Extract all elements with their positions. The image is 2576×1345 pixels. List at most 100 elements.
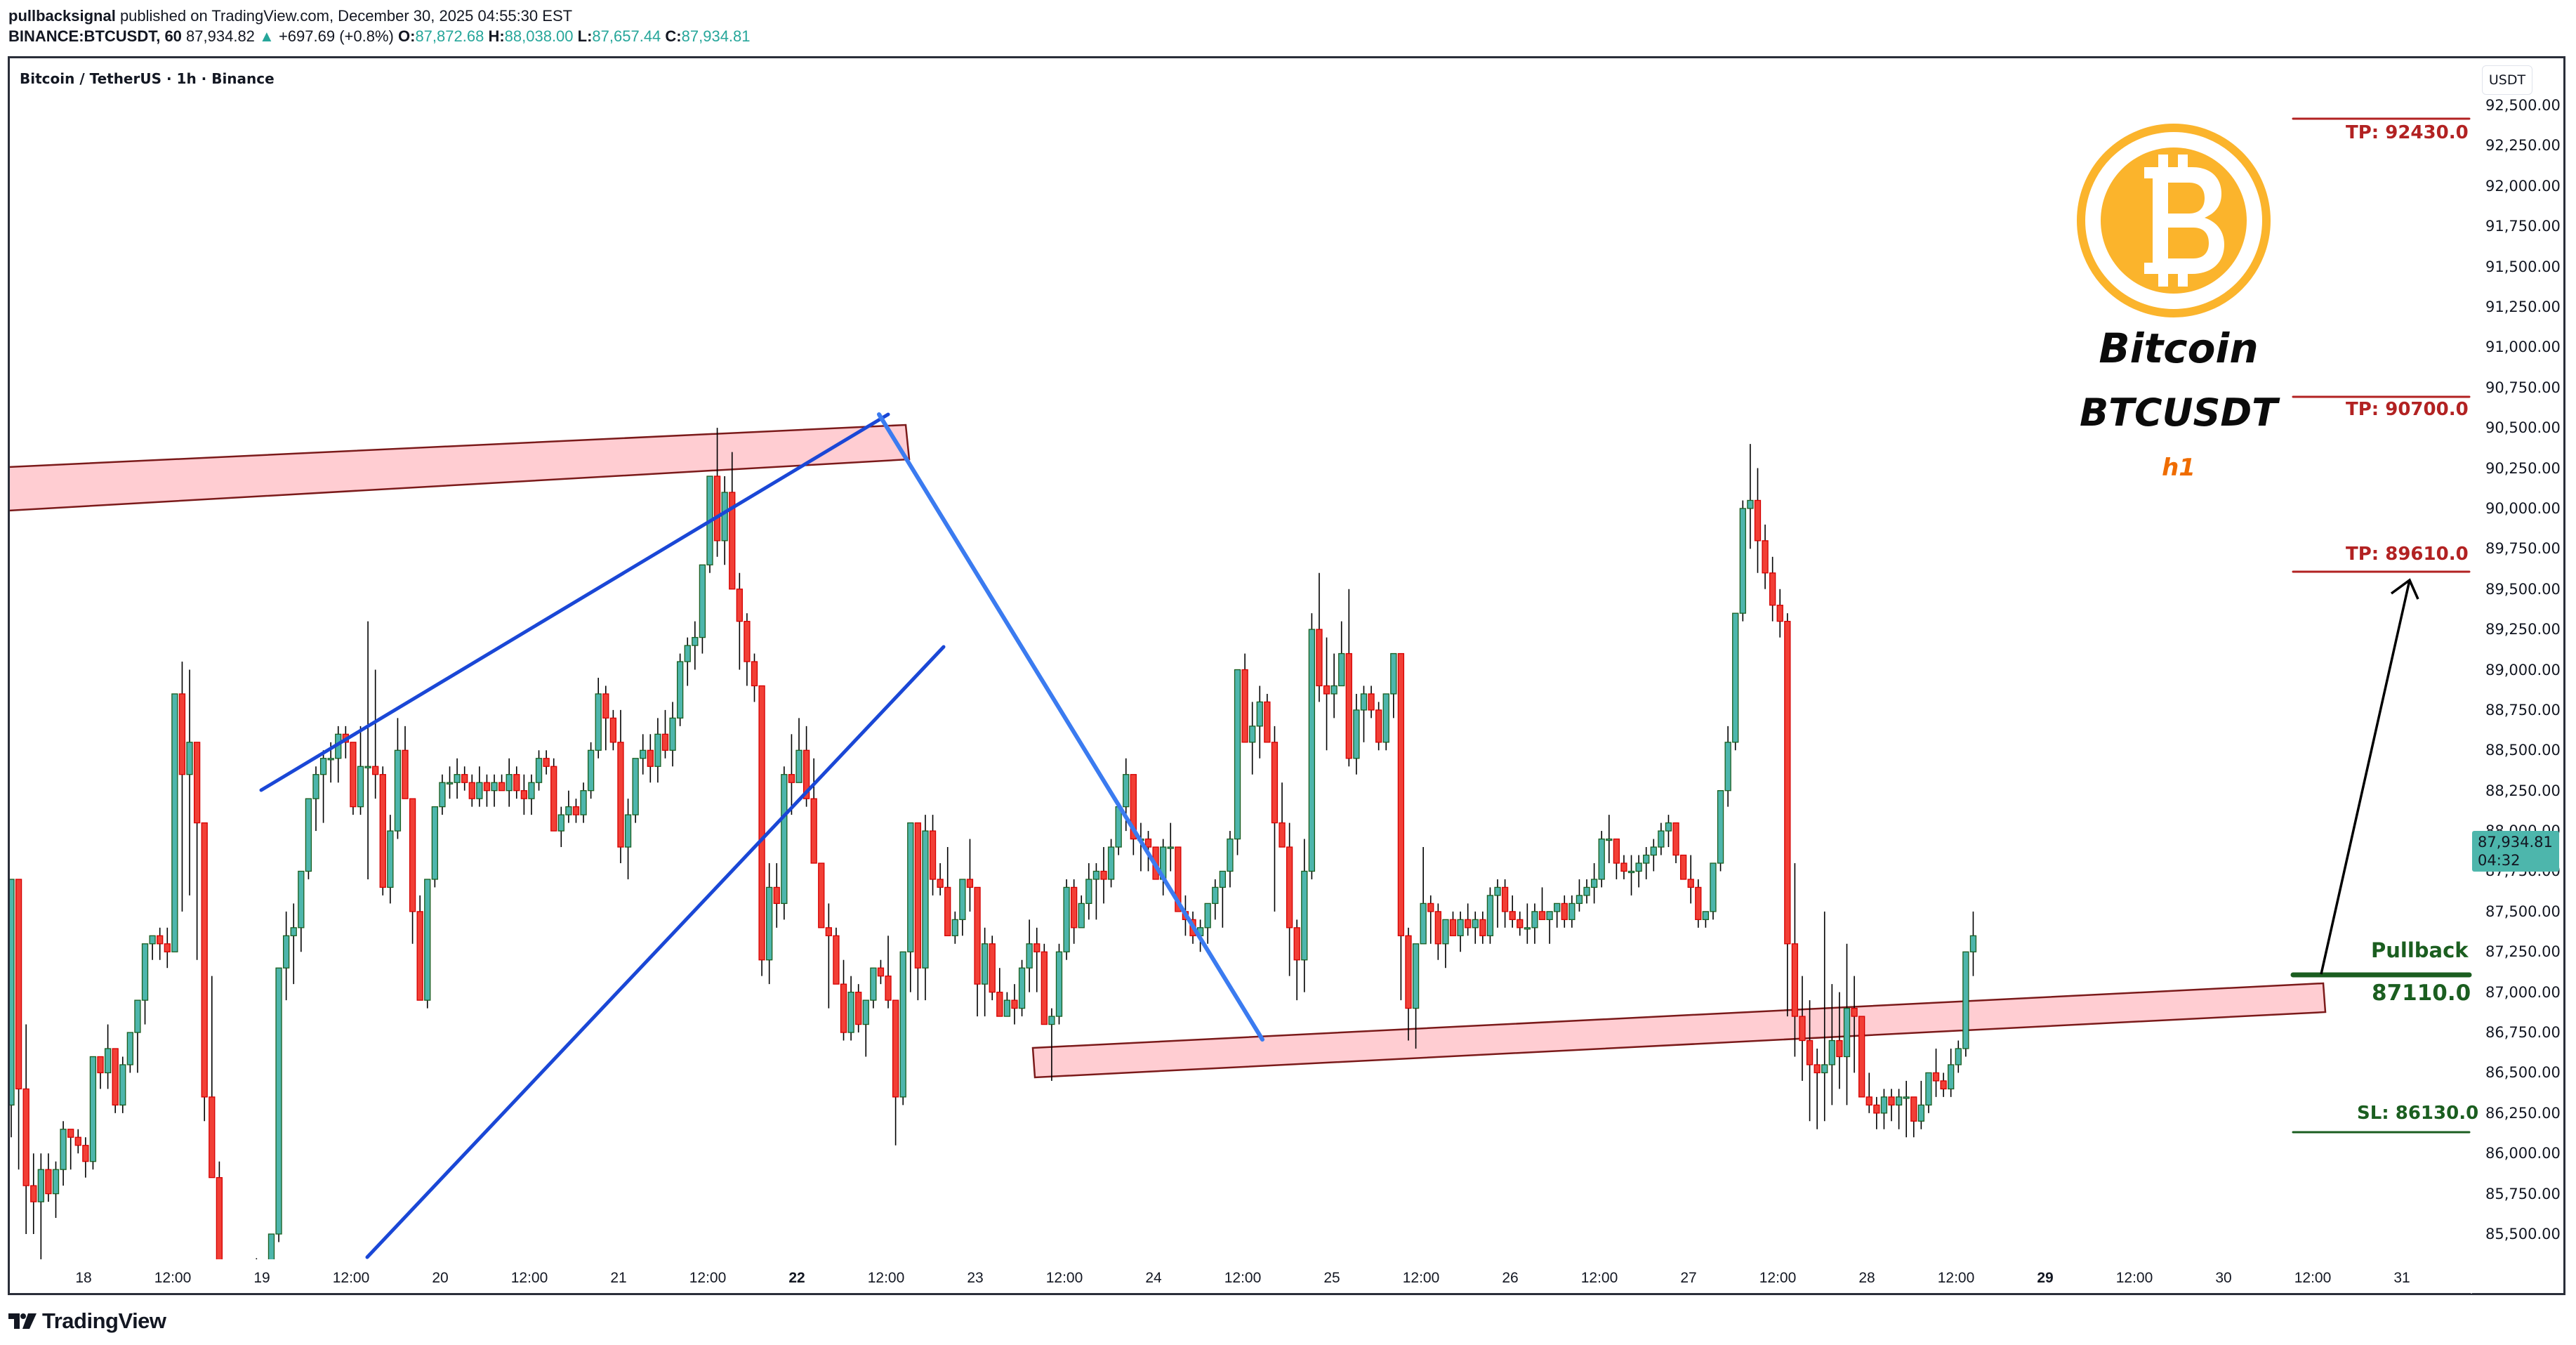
candle-up xyxy=(239,1290,244,1292)
candle-down xyxy=(224,1282,230,1299)
price-tick-label: 89,750.00 xyxy=(2485,540,2561,558)
candle-up xyxy=(305,798,312,872)
candle-up xyxy=(847,991,854,1033)
candle-down xyxy=(82,1145,89,1162)
tradingview-logo[interactable]: TradingView xyxy=(8,1308,166,1334)
candle-down xyxy=(1858,1016,1865,1098)
candle-down xyxy=(1465,919,1472,929)
time-tick-label: 12:00 xyxy=(867,1270,905,1286)
tp3-label: TP: 92430.0 xyxy=(2346,122,2469,143)
time-tick-label: 18 xyxy=(75,1270,92,1286)
candle-down xyxy=(914,822,922,969)
candle-up xyxy=(1486,895,1494,936)
price-tick-label: 92,500.00 xyxy=(2485,97,2561,114)
candle-up xyxy=(1828,1039,1835,1065)
candle-up xyxy=(10,879,15,1105)
wedge-lower-line xyxy=(365,645,946,1259)
candle-up xyxy=(677,661,684,719)
candle-up xyxy=(364,766,371,768)
author-name[interactable]: pullbacksignal xyxy=(8,7,116,25)
candle-up xyxy=(565,806,572,815)
candle-up xyxy=(387,830,394,888)
low-label: L: xyxy=(577,27,593,45)
price-tick-label: 87,000.00 xyxy=(2485,983,2561,1001)
time-tick-label: 31 xyxy=(2393,1270,2410,1286)
candle-down xyxy=(1241,669,1248,743)
candle-down xyxy=(30,1185,37,1202)
price-tick-label: 88,250.00 xyxy=(2485,782,2561,799)
candle-up xyxy=(454,774,461,783)
candle-up xyxy=(439,782,446,808)
candle-down xyxy=(758,685,765,961)
price-tick-label: 89,500.00 xyxy=(2485,580,2561,598)
chart-frame[interactable] xyxy=(8,56,2565,1295)
candle-down xyxy=(1375,709,1382,743)
price-tick-label: 86,000.00 xyxy=(2485,1145,2561,1162)
candle-down xyxy=(1873,1104,1880,1114)
candle-up xyxy=(557,814,564,832)
chart-title: Bitcoin / TetherUS · 1h · Binance xyxy=(20,70,275,87)
target-arrow-line xyxy=(2320,579,2411,975)
candle-down xyxy=(1940,1080,1947,1090)
candle-down xyxy=(1695,886,1702,920)
candle-down xyxy=(520,790,528,799)
candle-down xyxy=(1672,822,1679,856)
candle-up xyxy=(907,822,914,952)
candle-down xyxy=(1479,919,1486,936)
tp1-label: TP: 89610.0 xyxy=(2346,544,2469,565)
time-tick-label: 21 xyxy=(610,1270,627,1286)
candle-up xyxy=(119,1064,126,1105)
bitcoin-logo-icon xyxy=(2074,121,2273,320)
candle-up xyxy=(1457,919,1464,936)
candle-up xyxy=(1903,1096,1910,1099)
price-tick-label: 86,250.00 xyxy=(2485,1104,2561,1122)
currency-button[interactable]: USDT xyxy=(2482,65,2532,95)
time-tick-label: 27 xyxy=(1680,1270,1697,1286)
price-change: +697.69 (+0.8%) xyxy=(278,27,394,45)
candle-down xyxy=(1130,774,1137,840)
candle-down xyxy=(617,742,624,848)
candle-up xyxy=(1382,693,1389,743)
candle-down xyxy=(1449,919,1457,936)
candle-up xyxy=(1085,879,1092,905)
candle-up xyxy=(1123,774,1130,808)
close-value: 87,934.81 xyxy=(681,27,751,45)
candle-up xyxy=(267,1233,275,1259)
candle-down xyxy=(1910,1096,1917,1122)
candle-down xyxy=(1316,629,1323,687)
price-tick-label: 90,500.00 xyxy=(2485,419,2561,437)
candle-down xyxy=(1538,911,1546,920)
low-value: 87,657.44 xyxy=(592,27,661,45)
candle-up xyxy=(1003,999,1011,1017)
time-tick-label: 12:00 xyxy=(1045,1270,1083,1286)
candle-up xyxy=(1598,838,1605,880)
candle-down xyxy=(1397,652,1405,936)
candle-down xyxy=(1144,838,1152,848)
price-tick-label: 91,250.00 xyxy=(2485,298,2561,315)
time-tick-label: 12:00 xyxy=(332,1270,370,1286)
candle-up xyxy=(766,886,773,961)
candle-down xyxy=(751,661,758,687)
candle-up xyxy=(134,999,141,1033)
price-tick-label: 91,500.00 xyxy=(2485,258,2561,275)
candle-up xyxy=(476,782,483,799)
candle-down xyxy=(788,774,795,783)
candle-down xyxy=(572,806,580,815)
candle-up xyxy=(795,749,802,783)
upper-resistance-zone xyxy=(10,424,911,512)
candle-down xyxy=(483,782,491,792)
candle-up xyxy=(1576,895,1583,905)
candle-down xyxy=(1620,862,1627,872)
candle-down xyxy=(22,1088,29,1186)
candle-up xyxy=(1360,693,1368,711)
candle-up xyxy=(669,717,676,751)
candle-down xyxy=(647,749,654,767)
candle-down xyxy=(1033,943,1041,952)
pullback-label: Pullback xyxy=(2371,938,2469,962)
time-tick-label: 12:00 xyxy=(2115,1270,2153,1286)
candle-down xyxy=(996,991,1003,1017)
candle-up xyxy=(1204,903,1211,929)
candle-down xyxy=(989,943,996,993)
candle-down xyxy=(1814,1064,1821,1074)
